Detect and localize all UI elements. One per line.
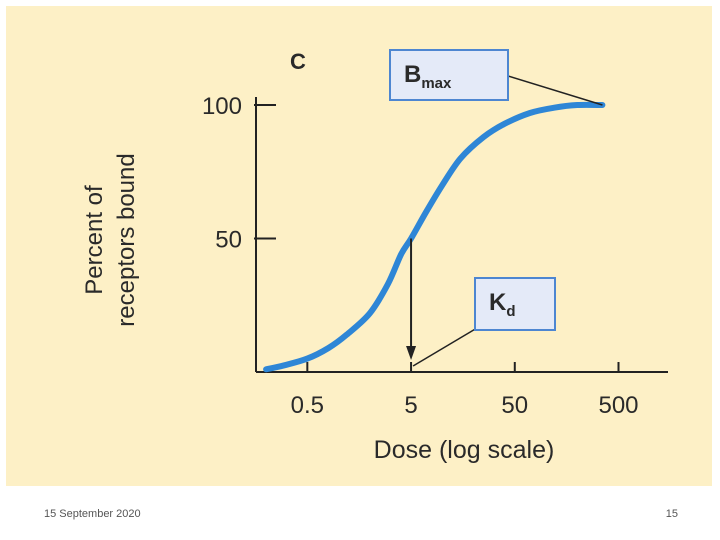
- y-tick-label: 100: [202, 93, 242, 120]
- x-axis-label: Dose (log scale): [374, 436, 555, 464]
- binding-curve: [263, 101, 606, 373]
- kd-callout: [474, 277, 556, 331]
- kd-label: Kd: [489, 289, 516, 320]
- chart-background: [6, 6, 712, 486]
- kd-leader-line: [412, 327, 478, 367]
- x-tick-label: 5: [404, 392, 417, 419]
- bmax-subscript: max: [421, 75, 452, 92]
- bmax-label: Bmax: [404, 61, 452, 92]
- y-axis-label-line-1: Percent of: [81, 185, 108, 295]
- panel-label: C: [290, 49, 306, 74]
- footer-page-number: 15: [665, 508, 678, 520]
- x-tick-label: 500: [598, 392, 638, 419]
- dose-response-chart: C Percent of receptors bound 0.5 5 50 500 1…: [6, 6, 712, 486]
- kd-subscript: d: [506, 303, 515, 320]
- kd-main: K: [489, 289, 507, 316]
- footer-date: 15 September 2020: [44, 508, 141, 520]
- bmax-main: B: [404, 61, 421, 88]
- figure-panel: C Percent of receptors bound 0.5 5 50 500 1…: [6, 6, 712, 486]
- y-axis-label: Percent of receptors bound: [81, 153, 140, 326]
- bmax-leader-line: [507, 75, 603, 106]
- x-ticks: 0.5 5 50 500: [291, 362, 639, 419]
- x-tick-label: 50: [501, 392, 528, 419]
- bmax-callout: [389, 49, 509, 101]
- y-ticks: 100 50: [202, 93, 276, 254]
- y-tick-label: 50: [215, 227, 242, 254]
- x-tick-label: 0.5: [291, 392, 324, 419]
- kd-arrowhead: [406, 346, 417, 360]
- y-axis-label-line-2: receptors bound: [113, 153, 140, 326]
